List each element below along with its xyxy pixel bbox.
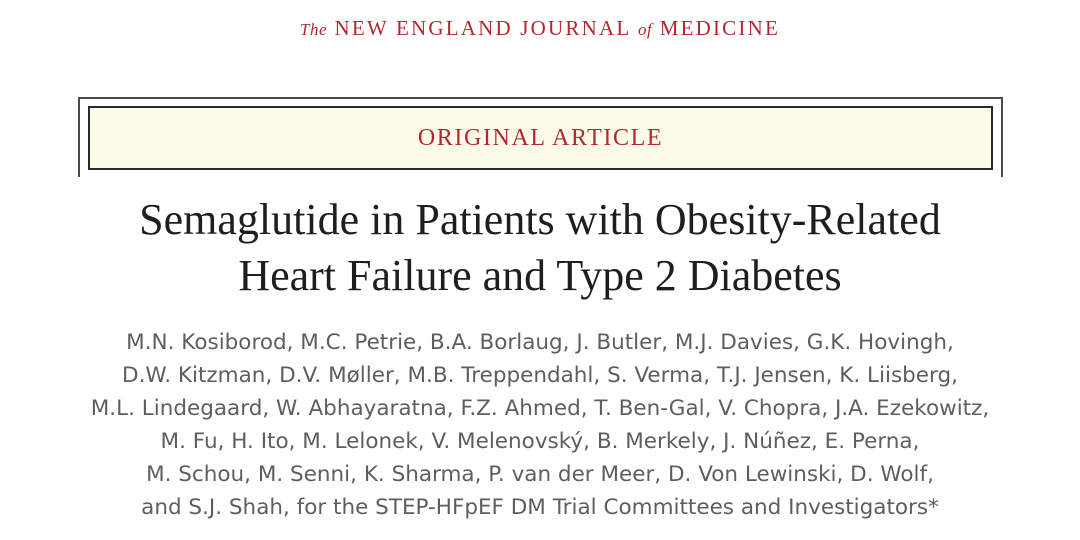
author-line: M.N. Kosiborod, M.C. Petrie, B.A. Borlau…	[126, 330, 954, 355]
article-type-box: ORIGINAL ARTICLE	[88, 106, 993, 170]
author-line: and S.J. Shah, for the STEP-HFpEF DM Tri…	[141, 495, 939, 520]
article-title: Semaglutide in Patients with Obesity-Rel…	[0, 192, 1080, 304]
author-line: D.W. Kitzman, D.V. Møller, M.B. Treppend…	[122, 363, 958, 388]
journal-word-of: of	[638, 20, 653, 39]
article-type-frame	[78, 97, 1003, 177]
journal-name-part1: NEW ENGLAND JOURNAL	[334, 16, 631, 40]
article-type-label: ORIGINAL ARTICLE	[417, 124, 664, 151]
author-line: M. Fu, H. Ito, M. Lelonek, V. Melenovský…	[160, 429, 920, 454]
journal-word-the: The	[300, 20, 328, 39]
author-line: M.L. Lindegaard, W. Abhayaratna, F.Z. Ah…	[90, 396, 990, 421]
author-line: M. Schou, M. Senni, K. Sharma, P. van de…	[146, 462, 934, 487]
journal-name-part2: MEDICINE	[659, 16, 780, 40]
author-list: M.N. Kosiborod, M.C. Petrie, B.A. Borlau…	[0, 326, 1080, 524]
article-title-line-2: Heart Failure and Type 2 Diabetes	[238, 251, 842, 300]
journal-masthead: The NEW ENGLAND JOURNAL of MEDICINE	[0, 16, 1080, 41]
article-title-line-1: Semaglutide in Patients with Obesity-Rel…	[139, 195, 941, 244]
